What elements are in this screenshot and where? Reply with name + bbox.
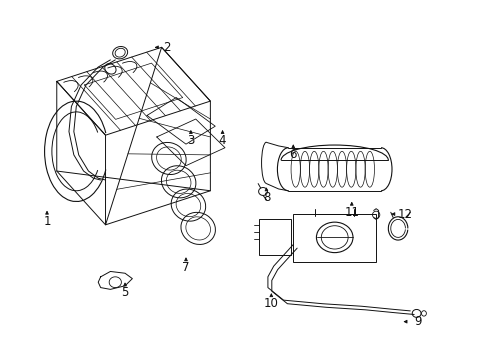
Text: 3: 3 (187, 134, 194, 147)
Text: 4: 4 (218, 134, 226, 147)
Text: 8: 8 (262, 192, 269, 204)
Text: 12: 12 (397, 208, 412, 221)
Text: 9: 9 (413, 315, 421, 328)
Text: 6: 6 (289, 148, 296, 161)
Text: 7: 7 (182, 261, 189, 274)
Text: 1: 1 (43, 215, 51, 228)
Text: 10: 10 (264, 297, 278, 310)
Text: 5: 5 (121, 287, 128, 300)
Text: 11: 11 (344, 206, 359, 219)
Text: 2: 2 (163, 41, 170, 54)
